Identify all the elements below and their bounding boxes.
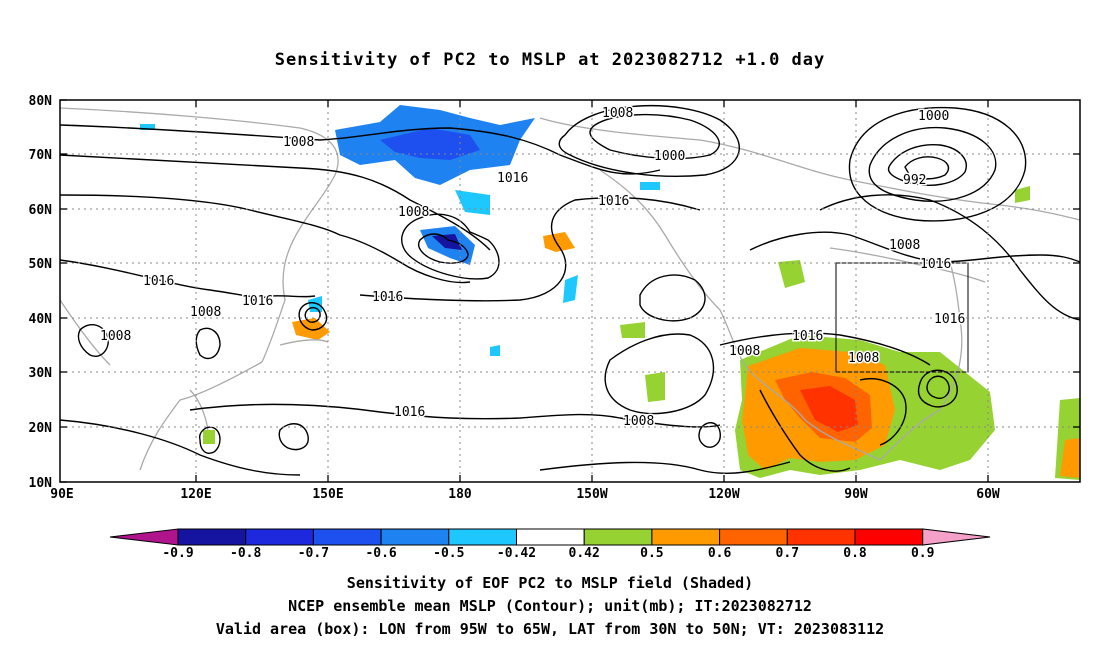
contour-label: 1008 [398, 205, 429, 220]
colorbar-label: -0.9 [162, 546, 193, 561]
contour-label: 992 [903, 173, 926, 188]
lon-label: 150W [576, 487, 607, 502]
colorbar-label: -0.6 [365, 546, 396, 561]
colorbar-label: -0.8 [230, 546, 261, 561]
caption-valid-area: Valid area (box): LON from 95W to 65W, L… [215, 620, 885, 638]
positive-shading [1060, 438, 1080, 478]
negative-shading [490, 345, 500, 356]
colorbar-swatch [651, 528, 721, 546]
contour-label: 1000 [654, 149, 685, 164]
caption-shading: Sensitivity of EOF PC2 to MSLP field (Sh… [346, 574, 754, 592]
lon-label: 90E [50, 487, 73, 502]
lon-label: 60W [976, 487, 1000, 502]
colorbar-arrow-right [922, 528, 991, 546]
map-frame [59, 99, 1081, 483]
lat-labels: 80N 70N 60N 50N 40N 30N 20N 10N [29, 94, 53, 491]
colorbar-swatch [854, 528, 924, 546]
colorbar-swatch [312, 528, 382, 546]
colorbar-swatch [516, 528, 585, 546]
contour-label: 1016 [143, 274, 174, 289]
colorbar-swatch [177, 528, 247, 546]
positive-shading [1015, 186, 1030, 203]
lat-label: 10N [29, 476, 53, 491]
lat-label: 40N [29, 312, 53, 327]
lon-label: 90W [844, 487, 868, 502]
contour-label: 1008 [729, 344, 760, 359]
negative-shading [640, 182, 660, 190]
contour-label: 1016 [372, 290, 403, 305]
positive-shading [292, 318, 330, 340]
positive-shading [620, 322, 645, 338]
lon-label: 150E [312, 487, 343, 502]
negative-shading [563, 275, 578, 303]
colorbar-arrow-left [109, 528, 179, 546]
colorbar-label: -0.7 [298, 546, 329, 561]
tick-marks [60, 99, 1080, 483]
contour-label: 1016 [920, 257, 951, 272]
colorbar: -0.9 -0.8 -0.7 -0.6 -0.5 -0.42 0.42 0.5 0.6 0.7 0.… [109, 528, 991, 561]
lon-label: 120W [708, 487, 739, 502]
colorbar-swatch [719, 528, 788, 546]
colorbar-label: 0.5 [640, 546, 663, 561]
negative-shading [308, 296, 322, 312]
colorbar-label: 0.6 [708, 546, 732, 561]
contour-label: 1016 [394, 405, 425, 420]
lon-label: 180 [448, 487, 472, 502]
contour-label: 1008 [602, 106, 633, 121]
contour-label: 1008 [100, 329, 131, 344]
lat-label: 30N [29, 366, 53, 381]
contour-labels: 1008 1008 1000 1000 992 1016 1016 1008 1… [99, 105, 967, 431]
lat-label: 20N [29, 421, 53, 436]
colorbar-swatch [380, 528, 450, 546]
colorbar-label: -0.5 [433, 546, 464, 561]
contour-label: 1008 [848, 351, 879, 366]
colorbar-swatch [448, 528, 517, 546]
contour-label: 1008 [190, 305, 221, 320]
contour-label: 1016 [242, 294, 273, 309]
colorbar-swatch [786, 528, 856, 546]
colorbar-label: 0.8 [843, 546, 867, 561]
coastlines [59, 107, 1081, 471]
caption-contour: NCEP ensemble mean MSLP (Contour); unit(… [288, 597, 812, 615]
positive-shading [778, 260, 805, 288]
contour-label: 1008 [889, 238, 920, 253]
contour-label: 1008 [283, 135, 314, 150]
colorbar-swatch [245, 528, 314, 546]
colorbar-label: 0.9 [911, 546, 934, 561]
colorbar-label: 0.42 [569, 546, 600, 561]
positive-shading [645, 372, 665, 402]
positive-shading [203, 430, 215, 444]
lat-label: 70N [29, 148, 53, 163]
positive-shading [800, 386, 858, 432]
shading-layer [140, 105, 1080, 480]
lon-label: 120E [180, 487, 211, 502]
colorbar-swatch [583, 528, 653, 546]
contour-label: 1016 [792, 329, 823, 344]
contour-label: 1016 [934, 312, 965, 327]
lon-labels: 90E 120E 150E 180 150W 120W 90W 60W [50, 487, 1000, 502]
map-title: Sensitivity of PC2 to MSLP at 2023082712… [274, 50, 826, 70]
colorbar-label: -0.42 [497, 546, 536, 561]
lat-label: 60N [29, 203, 53, 218]
contour-label: 1000 [918, 109, 949, 124]
contour-label: 1008 [623, 414, 654, 429]
lat-lon-grid [60, 100, 1080, 482]
negative-shading-core [432, 234, 462, 250]
lat-label: 80N [29, 94, 53, 109]
contour-label: 1016 [598, 194, 629, 209]
lat-label: 50N [29, 257, 53, 272]
negative-shading-core [380, 128, 480, 160]
mslp-contours [59, 104, 1081, 476]
contour-label: 1016 [497, 171, 528, 186]
positive-shading [543, 232, 575, 252]
colorbar-label: 0.7 [776, 546, 799, 561]
